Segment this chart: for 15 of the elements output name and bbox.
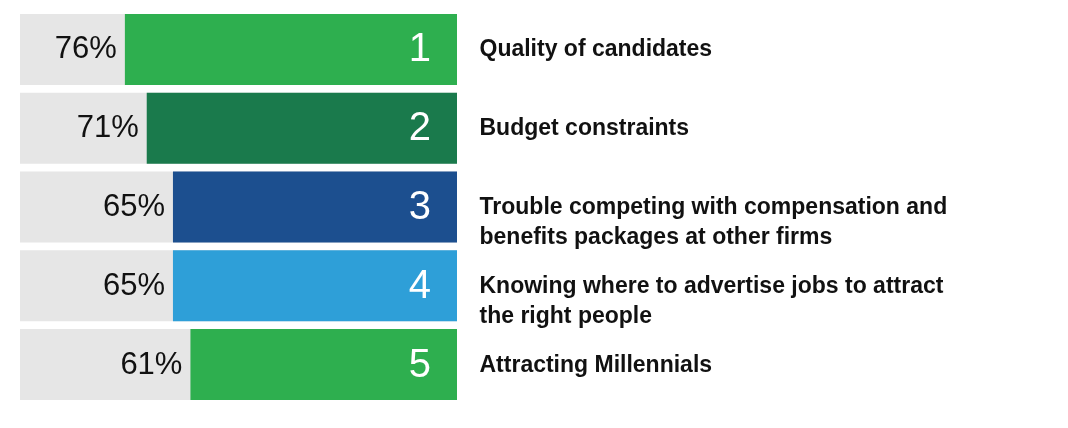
y-tick-label: Knowing where to advertise jobs to attract the right people <box>479 271 944 328</box>
annotation: 5 <box>408 340 431 385</box>
annotation: 2 <box>408 104 431 149</box>
y-tick-label: Attracting Millennials <box>479 350 713 377</box>
annotation: 4 <box>408 261 431 306</box>
data-label: 65% <box>102 188 165 223</box>
y-tick-label: Budget constraints <box>479 114 690 141</box>
data-label: 76% <box>54 30 117 66</box>
data-label: 71% <box>76 109 139 145</box>
data-label: 65% <box>102 266 165 302</box>
y-tick-label: Quality of candidates <box>479 35 713 62</box>
data-label: 61% <box>120 345 183 381</box>
annotation: 3 <box>408 183 431 227</box>
annotation: 1 <box>408 25 431 70</box>
y-tick-label: Trouble competing with compensation and benefits packages at other firms <box>479 193 948 249</box>
